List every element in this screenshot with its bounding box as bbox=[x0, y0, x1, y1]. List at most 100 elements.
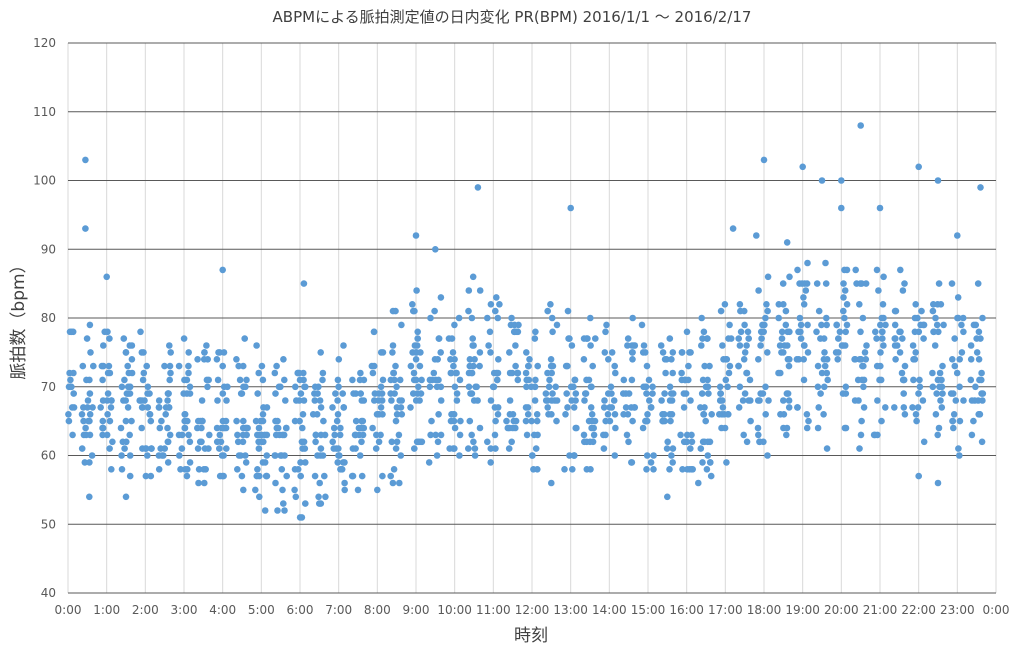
data-point bbox=[414, 335, 422, 342]
data-point bbox=[233, 417, 240, 425]
data-point bbox=[259, 376, 267, 384]
data-point bbox=[214, 376, 222, 384]
data-point bbox=[756, 397, 763, 404]
data-point bbox=[736, 342, 744, 349]
data-point bbox=[123, 438, 130, 446]
data-point bbox=[533, 411, 541, 418]
data-point bbox=[84, 404, 91, 411]
data-point bbox=[219, 362, 226, 370]
data-point bbox=[84, 397, 92, 404]
data-point bbox=[493, 294, 500, 301]
data-point bbox=[639, 424, 647, 432]
data-point bbox=[234, 466, 241, 473]
data-point bbox=[638, 321, 646, 329]
data-point bbox=[815, 404, 822, 411]
data-point bbox=[936, 369, 944, 377]
data-point bbox=[301, 445, 309, 452]
data-point bbox=[271, 369, 279, 377]
data-point bbox=[625, 438, 632, 446]
data-point bbox=[784, 390, 792, 397]
data-point bbox=[233, 356, 240, 363]
data-point bbox=[302, 500, 309, 507]
data-point bbox=[417, 349, 424, 356]
data-point bbox=[278, 466, 286, 473]
data-point bbox=[581, 438, 588, 446]
data-point bbox=[658, 397, 665, 404]
data-point bbox=[842, 383, 850, 391]
data-point bbox=[804, 259, 811, 267]
data-point bbox=[272, 452, 279, 459]
data-point bbox=[915, 328, 923, 336]
data-point bbox=[67, 383, 75, 391]
data-point bbox=[144, 390, 151, 397]
data-point bbox=[643, 452, 651, 459]
data-point bbox=[241, 335, 248, 342]
data-point bbox=[432, 431, 440, 439]
x-tick-label: 2:00 bbox=[132, 603, 159, 617]
data-point bbox=[933, 321, 941, 329]
data-point bbox=[314, 390, 321, 397]
data-point bbox=[218, 452, 226, 459]
data-point bbox=[669, 369, 676, 377]
data-point bbox=[817, 335, 824, 342]
data-point bbox=[934, 431, 941, 439]
data-point bbox=[688, 438, 696, 446]
data-point bbox=[437, 397, 445, 404]
data-point bbox=[813, 328, 820, 336]
data-point bbox=[793, 356, 801, 363]
x-tick-label: 15:00 bbox=[631, 603, 666, 617]
data-point bbox=[796, 314, 804, 322]
data-point bbox=[235, 362, 242, 370]
y-axis-label: 脈拍数（bpm） bbox=[9, 256, 29, 379]
data-point-outlier bbox=[729, 225, 737, 232]
data-point bbox=[433, 383, 441, 391]
data-point bbox=[779, 280, 787, 287]
data-point bbox=[972, 383, 979, 391]
data-point bbox=[857, 280, 864, 287]
x-axis-label: 時刻 bbox=[514, 626, 548, 646]
data-point bbox=[340, 342, 347, 349]
data-point bbox=[566, 335, 573, 342]
data-point bbox=[719, 342, 726, 349]
data-point bbox=[587, 404, 595, 411]
data-point bbox=[549, 390, 556, 397]
data-point bbox=[640, 342, 648, 349]
data-point bbox=[240, 486, 247, 494]
data-point bbox=[198, 397, 206, 404]
data-point bbox=[534, 362, 541, 370]
data-point bbox=[534, 431, 541, 439]
data-point bbox=[337, 424, 344, 432]
data-point bbox=[300, 438, 308, 446]
data-point bbox=[435, 376, 442, 384]
data-point bbox=[223, 397, 230, 404]
data-point bbox=[465, 383, 473, 391]
data-point bbox=[109, 438, 116, 446]
data-point bbox=[311, 397, 319, 404]
data-point bbox=[349, 472, 357, 480]
data-point bbox=[929, 369, 936, 377]
data-point bbox=[255, 493, 263, 501]
data-point bbox=[514, 369, 521, 377]
data-point bbox=[856, 445, 863, 452]
data-point bbox=[312, 438, 319, 446]
data-point bbox=[581, 397, 588, 404]
data-point bbox=[242, 383, 249, 391]
data-point bbox=[860, 362, 867, 370]
data-point bbox=[484, 314, 491, 322]
data-point bbox=[468, 314, 476, 322]
data-point bbox=[457, 417, 464, 425]
data-point bbox=[629, 314, 636, 322]
data-point bbox=[335, 356, 343, 363]
data-point bbox=[506, 369, 514, 377]
data-point bbox=[126, 452, 134, 459]
data-point bbox=[573, 424, 580, 432]
data-point bbox=[334, 397, 341, 404]
data-point bbox=[960, 397, 967, 404]
data-point bbox=[570, 404, 578, 411]
data-point bbox=[126, 472, 134, 480]
data-point bbox=[369, 369, 377, 377]
data-point bbox=[200, 356, 208, 363]
data-point bbox=[823, 369, 831, 377]
data-point bbox=[450, 417, 458, 425]
data-point bbox=[605, 356, 612, 363]
